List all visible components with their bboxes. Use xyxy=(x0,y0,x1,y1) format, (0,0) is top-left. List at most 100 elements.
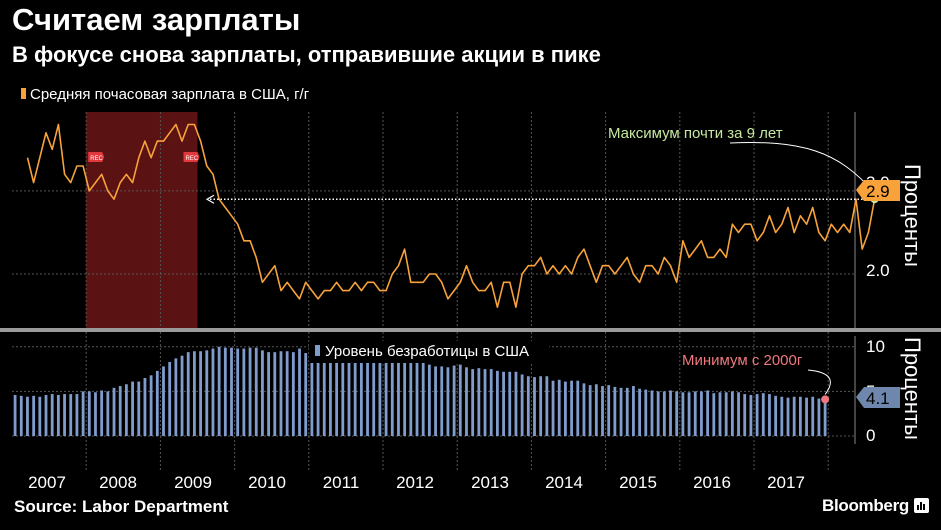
rec-flag-icon xyxy=(183,152,200,162)
unemployment-bar xyxy=(137,381,141,436)
unemployment-bar xyxy=(254,347,258,436)
unemployment-bar xyxy=(94,392,97,436)
wage-yaxis-title: Проценты xyxy=(900,164,925,267)
unemployment-bar xyxy=(63,394,66,436)
unemployment-bar xyxy=(761,393,765,436)
bloomberg-chart-icon xyxy=(914,498,929,513)
unemployment-bar xyxy=(594,384,598,436)
unemployment-bar xyxy=(570,380,573,436)
unemployment-bar xyxy=(316,355,320,436)
unemployment-bar xyxy=(551,380,555,436)
unemployment-annotation-leader xyxy=(807,369,831,395)
unemployment-bar xyxy=(180,355,184,436)
unemployment-bar xyxy=(768,394,771,436)
chart-subtitle: В фокусе снова зарплаты, отправившие акц… xyxy=(12,42,601,67)
unemployment-bar xyxy=(205,350,209,436)
xtick-label: 2013 xyxy=(471,473,509,492)
unemployment-bar xyxy=(477,368,481,436)
panel-divider xyxy=(0,328,941,332)
unemployment-bar xyxy=(261,350,264,436)
unemployment-bar xyxy=(193,351,196,436)
unemployment-bar xyxy=(242,348,246,436)
recession-band xyxy=(86,112,198,328)
unemployment-bar xyxy=(199,351,202,436)
unemployment-bar xyxy=(737,392,740,436)
unemployment-bar xyxy=(539,376,543,436)
unemployment-bar xyxy=(217,346,221,436)
unemployment-legend-box xyxy=(309,341,549,363)
unemployment-bar xyxy=(743,394,747,436)
unemployment-bar xyxy=(520,374,524,436)
unemployment-bar xyxy=(186,352,190,436)
unemployment-bar xyxy=(310,354,314,436)
unemployment-bar xyxy=(118,386,122,436)
unemployment-bar xyxy=(32,395,36,436)
unemployment-bar xyxy=(81,391,85,436)
unemployment-bar xyxy=(632,386,635,436)
xtick-label: 2008 xyxy=(99,473,137,492)
bloomberg-logo: Bloomberg xyxy=(821,496,909,515)
xtick-label: 2009 xyxy=(174,473,212,492)
xtick-label: 2016 xyxy=(693,473,731,492)
chart-title: Считаем зарплаты xyxy=(12,2,301,37)
unemployment-bar xyxy=(155,370,159,436)
wage-legend-label: Средняя почасовая зарплата в США, г/г xyxy=(30,86,310,103)
unemployment-bar xyxy=(557,379,561,436)
unemployment-bar xyxy=(291,352,295,436)
xtick-label: 2014 xyxy=(545,473,583,492)
unemployment-bar xyxy=(390,361,394,436)
unemployment-bar xyxy=(434,366,437,436)
unemployment-bar xyxy=(248,347,252,436)
unemployment-bar xyxy=(662,391,666,436)
unemployment-bar xyxy=(162,366,165,436)
unemployment-bar xyxy=(489,369,493,436)
unemployment-bar xyxy=(706,390,710,436)
unemployment-bar xyxy=(669,390,672,436)
unemployment-legend-label: Уровень безработицы в США xyxy=(325,343,529,360)
rec-flag-label: REC xyxy=(186,156,199,162)
unemployment-bar xyxy=(347,355,351,436)
unemployment-min-marker xyxy=(821,395,830,404)
xtick-label: 2007 xyxy=(28,473,66,492)
unemployment-bar xyxy=(533,377,536,436)
unemployment-bar xyxy=(366,357,369,436)
unemployment-bar xyxy=(378,360,382,436)
unemployment-bar xyxy=(230,347,233,436)
wage-plot-area xyxy=(86,112,198,328)
unemployment-bar xyxy=(502,371,505,436)
unemployment-bar xyxy=(495,370,499,436)
unemployment-bar xyxy=(712,393,716,436)
unemployment-bar xyxy=(582,383,586,436)
unemployment-bar xyxy=(471,369,475,436)
unemployment-bar xyxy=(335,355,339,436)
unemployment-bar xyxy=(279,351,283,436)
unemployment-yaxis-title: Проценты xyxy=(900,337,925,440)
unemployment-bar xyxy=(131,381,134,436)
x-axis: 2007 2008 2009 2010 2011 2012 2013 2014 … xyxy=(28,473,805,492)
reference-arrow-icon xyxy=(205,194,215,204)
unemployment-bar xyxy=(601,386,604,436)
unemployment-bar xyxy=(805,397,808,436)
unemployment-ytick-label: 10 xyxy=(866,337,885,356)
unemployment-bar xyxy=(588,385,592,436)
unemployment-bar xyxy=(397,362,400,436)
unemployment-bar xyxy=(341,354,345,436)
unemployment-bar xyxy=(304,353,308,436)
xtick-label: 2011 xyxy=(323,473,360,492)
wage-value-tag xyxy=(856,180,900,201)
unemployment-bar xyxy=(458,364,462,436)
unemployment-bar xyxy=(329,354,332,436)
unemployment-bar xyxy=(267,352,271,436)
unemployment-bar xyxy=(656,391,660,436)
unemployment-bar xyxy=(465,367,468,436)
wage-max-annotation: Максимум почти за 9 лет xyxy=(608,125,783,142)
unemployment-bar xyxy=(100,390,104,436)
unemployment-bars xyxy=(13,346,827,436)
unemployment-bar xyxy=(576,380,580,436)
unemployment-bar xyxy=(638,388,642,436)
rec-flag-icon xyxy=(88,152,105,162)
unemployment-bar xyxy=(650,390,654,436)
unemployment-bar xyxy=(774,395,778,436)
unemployment-bar xyxy=(619,387,623,436)
